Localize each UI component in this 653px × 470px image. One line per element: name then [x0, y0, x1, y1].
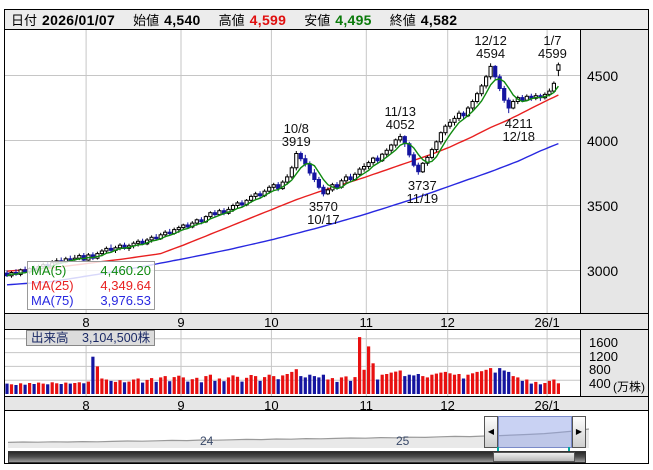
open-value: 4,540 — [164, 11, 201, 28]
ma25-value: 4,349.64 — [100, 278, 151, 293]
selection-right-mark — [568, 447, 570, 452]
ma75-legend-row: MA(75) 3,976.53 — [31, 293, 151, 308]
candlestick-chart: 10/8 3919 3570 10/17 11/13 4052 3737 11/19 12/12… — [4, 30, 580, 313]
volume-tick-label: 1600 — [589, 334, 618, 350]
quote-header: 日付 2026/01/07 始値 4,540 高値 4,599 安値 4,495… — [5, 10, 648, 30]
chart-frame: 日付 2026/01/07 始値 4,540 高値 4,599 安値 4,495… — [4, 9, 649, 464]
month-tick-label: 10 — [264, 398, 279, 413]
volume-tick-label: 800 — [589, 362, 611, 378]
volume-unit-label: (万株) — [613, 380, 645, 394]
selection-left-mark — [497, 447, 499, 452]
chart-annotation: 1/7 4599 — [537, 32, 567, 61]
volume-readout: 出来高 3,104,500株 — [26, 330, 156, 346]
price-tick-label: 3500 — [587, 197, 619, 214]
month-tick-label: 9 — [177, 398, 185, 413]
ma75-label: MA(75) — [31, 293, 74, 308]
month-tick-label: 10 — [264, 315, 279, 330]
month-tick-label: 12 — [440, 398, 455, 413]
navigator-selection[interactable] — [498, 416, 572, 448]
scroll-right-button[interactable]: ▶ — [572, 416, 586, 448]
month-tick-label: 26/1 — [534, 315, 560, 330]
volume-axis: (万株) 1600 1200 800 400 — [581, 330, 648, 396]
ma5-value: 4,460.20 — [100, 263, 151, 278]
horizontal-scrollbar[interactable] — [8, 451, 586, 463]
month-tick-label: 8 — [82, 398, 90, 413]
volume-canvas — [5, 330, 580, 396]
scrollbar-thumb[interactable] — [493, 452, 575, 462]
low-value: 4,495 — [335, 11, 372, 28]
high-label: 高値 — [218, 13, 245, 28]
ma75-value: 3,976.53 — [100, 293, 151, 308]
month-tick-label: 12 — [440, 315, 455, 330]
volume-title: 出来高 — [31, 331, 69, 345]
month-tick-label: 26/1 — [534, 398, 560, 413]
volume-tick-label: 1200 — [589, 348, 618, 364]
navigator-year-label: 25 — [396, 434, 410, 448]
volume-chart: 出来高 3,104,500株 — [5, 330, 580, 396]
high-value: 4,599 — [249, 11, 287, 28]
main-x-axis: 8 9 10 11 12 26/1 — [5, 313, 648, 330]
range-navigator[interactable]: ◀ ▶ 24 25 — [8, 416, 589, 448]
close-value: 4,582 — [420, 11, 458, 28]
ma25-label: MA(25) — [31, 278, 74, 293]
close-label: 終値 — [389, 13, 416, 28]
chart-annotation: 3570 10/17 — [307, 199, 340, 228]
chart-annotation: 12/12 4594 — [474, 33, 507, 62]
month-tick-label: 11 — [359, 398, 374, 413]
volume-x-axis: 8 9 10 11 12 26/1 — [5, 396, 648, 413]
price-axis: 4500 4000 3500 3000 — [581, 30, 648, 313]
volume-value: 3,104,500株 — [82, 331, 151, 345]
price-tick-label: 3000 — [587, 262, 619, 279]
chart-annotation: 10/8 3919 — [281, 121, 311, 150]
chart-annotation: 4211 12/18 — [502, 116, 535, 145]
volume-tick-label: 400 — [589, 376, 611, 392]
low-label: 安値 — [304, 13, 331, 28]
price-tick-label: 4000 — [587, 132, 619, 149]
navigator-year-label: 24 — [200, 434, 214, 448]
month-tick-label: 9 — [177, 315, 185, 330]
open-label: 始値 — [133, 13, 160, 28]
chart-annotation: 3737 11/19 — [406, 177, 439, 206]
date-value: 2026/01/07 — [42, 11, 116, 28]
month-tick-label: 8 — [82, 315, 90, 330]
ma25-legend-row: MA(25) 4,349.64 — [31, 278, 151, 293]
ma-legend: MA(5) 4,460.20 MA(25) 4,349.64 MA(75) 3,… — [27, 261, 155, 310]
chart-annotation: 11/13 4052 — [384, 103, 417, 132]
scroll-left-button[interactable]: ◀ — [484, 416, 498, 448]
price-tick-label: 4500 — [587, 67, 619, 84]
month-tick-label: 11 — [359, 315, 374, 330]
ma5-legend-row: MA(5) 4,460.20 — [31, 263, 151, 278]
axis-separator — [580, 30, 581, 411]
date-label: 日付 — [11, 13, 38, 28]
ma5-label: MA(5) — [31, 263, 67, 278]
